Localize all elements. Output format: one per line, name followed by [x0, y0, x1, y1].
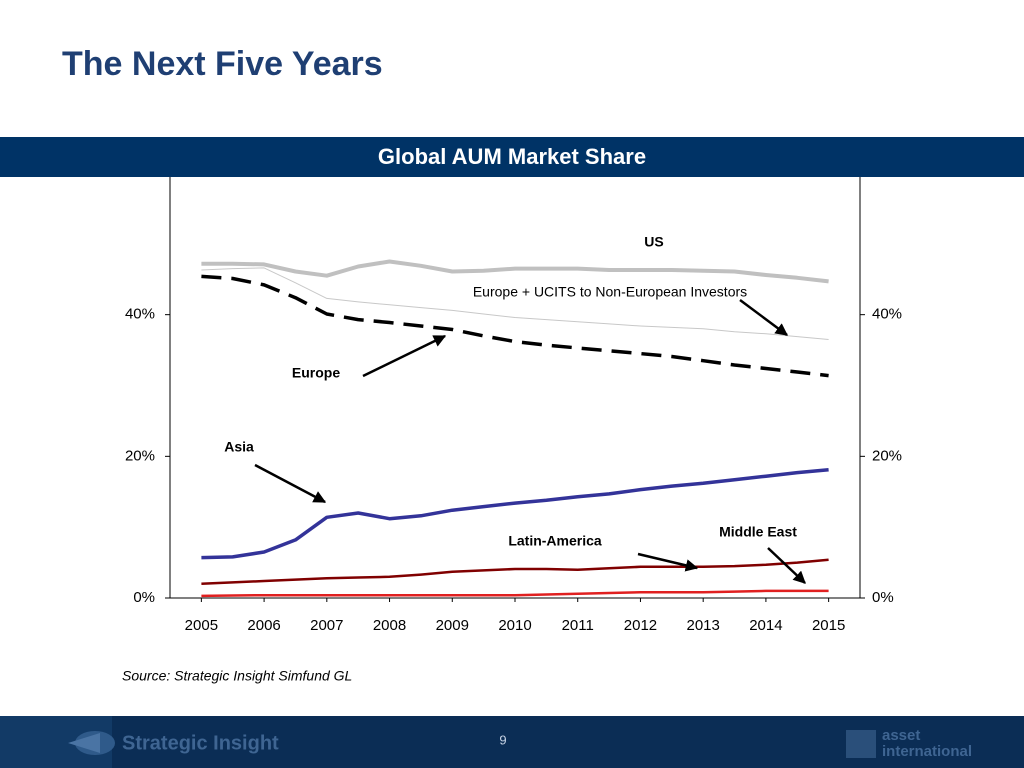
x-tick-label: 2009: [436, 617, 469, 634]
x-tick-label: 2014: [749, 617, 782, 634]
series-line: [201, 274, 829, 378]
annotation-arrow: [637, 552, 699, 572]
y-tick-label: 0%: [133, 589, 155, 606]
series-label: Europe: [292, 365, 340, 381]
y2-tick-label: 0%: [872, 589, 894, 606]
chart-title: Global AUM Market Share: [378, 144, 646, 169]
y2-tick-label: 20%: [872, 447, 902, 464]
logo-right-icon: [846, 730, 876, 758]
y-tick-label: 20%: [125, 447, 155, 464]
source-note: Source: Strategic Insight Simfund GL: [122, 668, 352, 684]
logo-right: international: [882, 743, 972, 760]
x-tick-label: 2008: [373, 617, 406, 634]
x-tick-label: 2011: [562, 617, 594, 634]
logo-icon: [68, 733, 100, 753]
series-line: [201, 558, 829, 586]
chart-banner: [0, 137, 1024, 177]
annotation-arrow: [362, 334, 447, 378]
series-line: [201, 259, 829, 284]
series-line: [201, 267, 829, 340]
x-tick-label: 2013: [686, 617, 719, 634]
series-label: Latin-America: [508, 533, 602, 549]
series-label: Asia: [224, 439, 254, 455]
annotation-arrow: [739, 298, 789, 337]
y2-tick-label: 40%: [872, 306, 902, 323]
y-tick-label: 40%: [125, 306, 155, 323]
x-tick-label: 2007: [310, 617, 343, 634]
page-number: 9: [499, 732, 506, 747]
logo-left: Strategic Insight: [122, 732, 279, 754]
slide-title: The Next Five Years: [62, 45, 383, 83]
x-tick-label: 2012: [624, 617, 657, 634]
series-line: [201, 468, 829, 560]
series-label: US: [644, 234, 663, 250]
x-tick-label: 2015: [812, 617, 845, 634]
x-tick-label: 2006: [247, 617, 280, 634]
series-label: Europe + UCITS to Non-European Investors: [473, 284, 747, 300]
series-label: Middle East: [719, 524, 797, 540]
logo-right: asset: [882, 727, 920, 744]
x-tick-label: 2010: [498, 617, 531, 634]
annotation-arrow: [254, 463, 327, 504]
annotation-arrow: [767, 547, 806, 584]
x-tick-label: 2005: [185, 617, 218, 634]
series-line: [201, 589, 829, 598]
